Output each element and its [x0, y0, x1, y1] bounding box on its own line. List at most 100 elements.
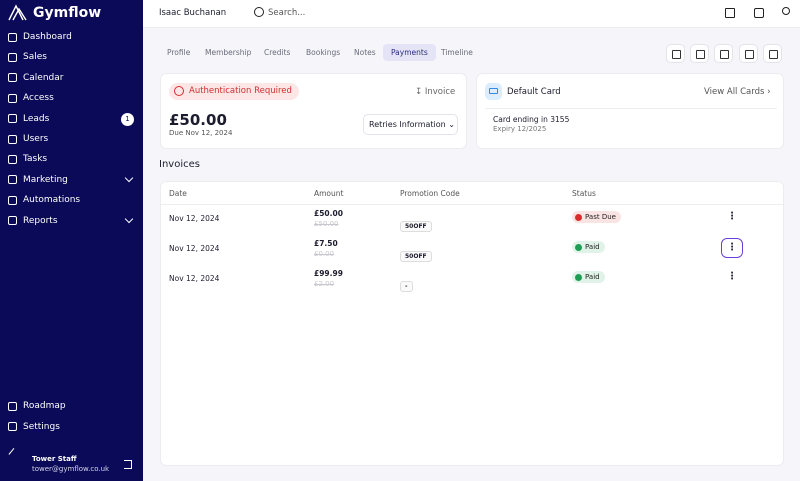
nav-item[interactable]: Automations [8, 192, 136, 208]
status-badge: Paid [572, 241, 605, 253]
status-text: Past Due [585, 213, 616, 221]
retries-button[interactable]: Retries Information ⌄ [363, 114, 458, 135]
search[interactable]: Search... [268, 8, 306, 18]
nav-label: Automations [23, 195, 81, 206]
nav-item[interactable]: Settings [8, 419, 136, 435]
email-button[interactable] [666, 44, 685, 63]
nav-label: Reports [23, 215, 58, 226]
original-amount: £0.00 [314, 250, 335, 258]
copy-button[interactable] [714, 44, 733, 63]
nav-icon [8, 114, 17, 124]
brand: Gymflow [33, 5, 102, 21]
search-icon [254, 7, 264, 17]
nav-label: Dashboard [23, 32, 72, 42]
status-dot [575, 273, 582, 281]
tab[interactable]: Timeline [441, 48, 473, 57]
promo-code: 50OFF [400, 243, 432, 262]
original-amount: £50.00 [314, 220, 339, 228]
document-button[interactable] [690, 44, 709, 63]
nav-item[interactable]: Leads 1 [8, 111, 136, 127]
user-icon [8, 448, 21, 460]
signin-button[interactable] [763, 44, 782, 63]
status-text: Paid [585, 243, 600, 251]
bag-icon[interactable] [754, 8, 764, 18]
nav-label: Sales [23, 52, 47, 63]
tab[interactable]: Notes [354, 48, 376, 57]
nav-label: Calendar [23, 72, 64, 83]
user-email: tower@gymflow.co.uk [32, 465, 110, 473]
balance-card: Authentication Required ↧ Invoice £50.00… [160, 73, 467, 149]
nav-item[interactable]: Marketing [8, 172, 136, 188]
invoice-label: Invoice [424, 87, 456, 97]
invoice-amount: £7.50 [314, 239, 338, 248]
chevron [124, 173, 134, 183]
row-menu[interactable]: ⋮ [727, 211, 737, 222]
nav-icon [8, 93, 17, 103]
default-card: Default Card View All Cards › Card endin… [476, 73, 784, 149]
nav-icon [8, 216, 17, 226]
nav-icon [8, 195, 17, 205]
nav-item[interactable]: Access [8, 90, 136, 106]
promo-pill: 50OFF [400, 251, 432, 262]
balance-amount: £50.00 [169, 111, 227, 129]
view-all-label: View All Cards [704, 87, 765, 97]
nav-label: Settings [23, 421, 60, 432]
tab[interactable]: Membership [205, 48, 252, 57]
logo [8, 4, 27, 21]
nav-icon [8, 52, 17, 62]
nav-item[interactable]: Users [8, 131, 136, 147]
status-badge: Past Due [572, 211, 621, 223]
nav-icon [8, 154, 17, 164]
column-header: Status [572, 189, 596, 198]
user-name: Tower Staff [32, 455, 77, 463]
logout[interactable] [124, 460, 132, 469]
tab[interactable]: Payments [383, 44, 436, 61]
nav-icon [8, 73, 17, 83]
nav-label: Tasks [23, 154, 48, 165]
divider [485, 108, 777, 109]
calendar-icon[interactable] [725, 8, 735, 18]
tab[interactable]: Bookings [306, 48, 341, 57]
nav-label: Users [23, 134, 49, 144]
nav-item[interactable]: Tasks [8, 151, 136, 167]
nav-icon [8, 32, 17, 42]
view-all-cards[interactable]: View All Cards › [704, 87, 771, 97]
card-expiry: Expiry 12/2025 [493, 125, 547, 133]
row-menu[interactable]: ⋮ [721, 238, 743, 258]
nav-item[interactable]: Reports [8, 213, 136, 229]
invoice-amount: £99.99 [314, 269, 343, 278]
promo-code: 50OFF [400, 213, 432, 232]
auth-alert-text: Authentication Required [189, 86, 292, 96]
status-text: Paid [585, 273, 600, 281]
cart-button[interactable] [739, 44, 758, 63]
due-date: Due Nov 12, 2024 [169, 129, 233, 137]
status-badge: Paid [572, 271, 605, 283]
promo-pill: - [400, 281, 413, 292]
invoices-title: Invoices [159, 159, 200, 170]
nav-icon [8, 401, 17, 411]
nav-item[interactable]: Sales [8, 49, 136, 65]
column-header: Promotion Code [400, 189, 460, 198]
column-header: Amount [314, 189, 344, 198]
chevron [124, 214, 134, 223]
card-icon [485, 83, 502, 100]
nav-item[interactable]: Roadmap [8, 398, 136, 414]
invoices-table: Date Amount Promotion Code Status Nov 12, 20… [160, 181, 784, 466]
row-menu[interactable]: ⋮ [727, 271, 737, 282]
tab[interactable]: Credits [264, 48, 291, 57]
nav-item[interactable]: Calendar [8, 70, 136, 86]
status-dot [575, 243, 582, 251]
nav-icon [8, 175, 17, 185]
invoice-button[interactable]: ↧ Invoice [415, 87, 456, 97]
nav-icon [8, 422, 17, 431]
nav-label: Access [23, 93, 54, 104]
retries-label: Retries Information [369, 120, 446, 129]
tab[interactable]: Profile [167, 48, 191, 57]
promo-pill: 50OFF [400, 221, 432, 232]
nav-item[interactable]: Dashboard [8, 29, 136, 45]
invoice-date: Nov 12, 2024 [169, 214, 220, 223]
add-user-icon[interactable] [782, 7, 790, 15]
member-name: Isaac Buchanan [159, 8, 227, 18]
